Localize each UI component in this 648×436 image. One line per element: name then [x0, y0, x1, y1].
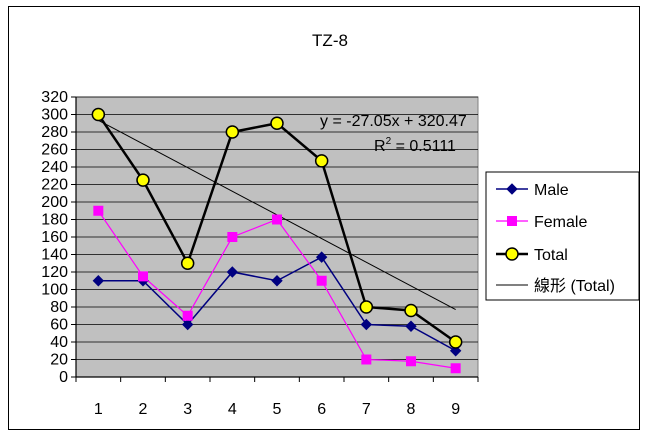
y-tick-label: 180	[41, 212, 68, 229]
trendline-r2: R2 = 0.5111	[374, 136, 456, 155]
point-total	[136, 173, 150, 187]
x-tick-label: 5	[273, 401, 282, 418]
point-male	[226, 266, 239, 278]
point-male	[405, 320, 417, 332]
y-tick-label: 220	[41, 177, 68, 194]
point-male	[315, 251, 328, 263]
point-female	[227, 232, 238, 242]
point-total	[91, 107, 106, 122]
point-total	[448, 335, 463, 349]
y-tick-label: 0	[59, 369, 68, 386]
x-tick-label: 9	[451, 401, 460, 418]
point-total	[359, 300, 374, 314]
point-total	[314, 154, 329, 168]
legend-label-trendline: 線形 (Total)	[534, 277, 615, 295]
y-tick-label: 60	[50, 317, 68, 334]
point-female	[450, 363, 461, 374]
y-tick-label: 240	[41, 159, 68, 176]
point-male	[92, 275, 105, 287]
y-tick-label: 100	[41, 282, 68, 299]
y-tick-label: 300	[41, 107, 68, 124]
legend-marker-total	[505, 247, 519, 261]
y-tick-label: 160	[41, 229, 68, 246]
point-female	[361, 354, 372, 365]
x-tick-label: 7	[362, 401, 371, 418]
x-tick-label: 2	[139, 401, 148, 418]
point-total	[180, 256, 195, 270]
x-tick-label: 6	[317, 401, 326, 418]
point-total	[225, 125, 240, 139]
legend-marker-female	[507, 216, 517, 226]
y-tick-label: 200	[41, 194, 68, 211]
plot-area: 0204060801001201401601802002202402602803…	[41, 89, 479, 418]
point-female	[138, 271, 148, 282]
legend-marker-male	[506, 183, 518, 195]
x-tick-label: 3	[183, 401, 192, 418]
y-tick-label: 20	[50, 352, 68, 369]
point-female	[316, 275, 327, 286]
point-male	[271, 275, 283, 287]
x-tick-label: 4	[228, 401, 237, 418]
y-tick-label: 120	[41, 264, 68, 281]
y-tick-label: 140	[41, 247, 68, 264]
point-total	[404, 303, 418, 318]
y-tick-label: 320	[41, 89, 68, 106]
point-male	[181, 318, 194, 331]
point-female	[272, 214, 282, 225]
y-tick-label: 40	[50, 334, 68, 351]
point-female	[93, 205, 104, 216]
legend-label-total: Total	[534, 247, 568, 264]
legend-label-female: Female	[534, 214, 587, 231]
point-female	[406, 356, 416, 367]
x-tick-label: 8	[407, 401, 416, 418]
point-total	[270, 116, 284, 130]
x-tick-label: 1	[94, 401, 103, 418]
legend: Male Female Total 線形 (Total)	[485, 171, 640, 301]
point-female	[182, 310, 193, 321]
trendline-equation: y = -27.05x + 320.47	[320, 113, 467, 130]
point-male	[360, 318, 373, 331]
chart-title: TZ-8	[312, 31, 348, 50]
y-tick-label: 260	[41, 142, 68, 159]
legend-label-male: Male	[534, 182, 569, 199]
y-tick-label: 80	[50, 299, 68, 316]
y-tick-label: 280	[41, 124, 68, 141]
